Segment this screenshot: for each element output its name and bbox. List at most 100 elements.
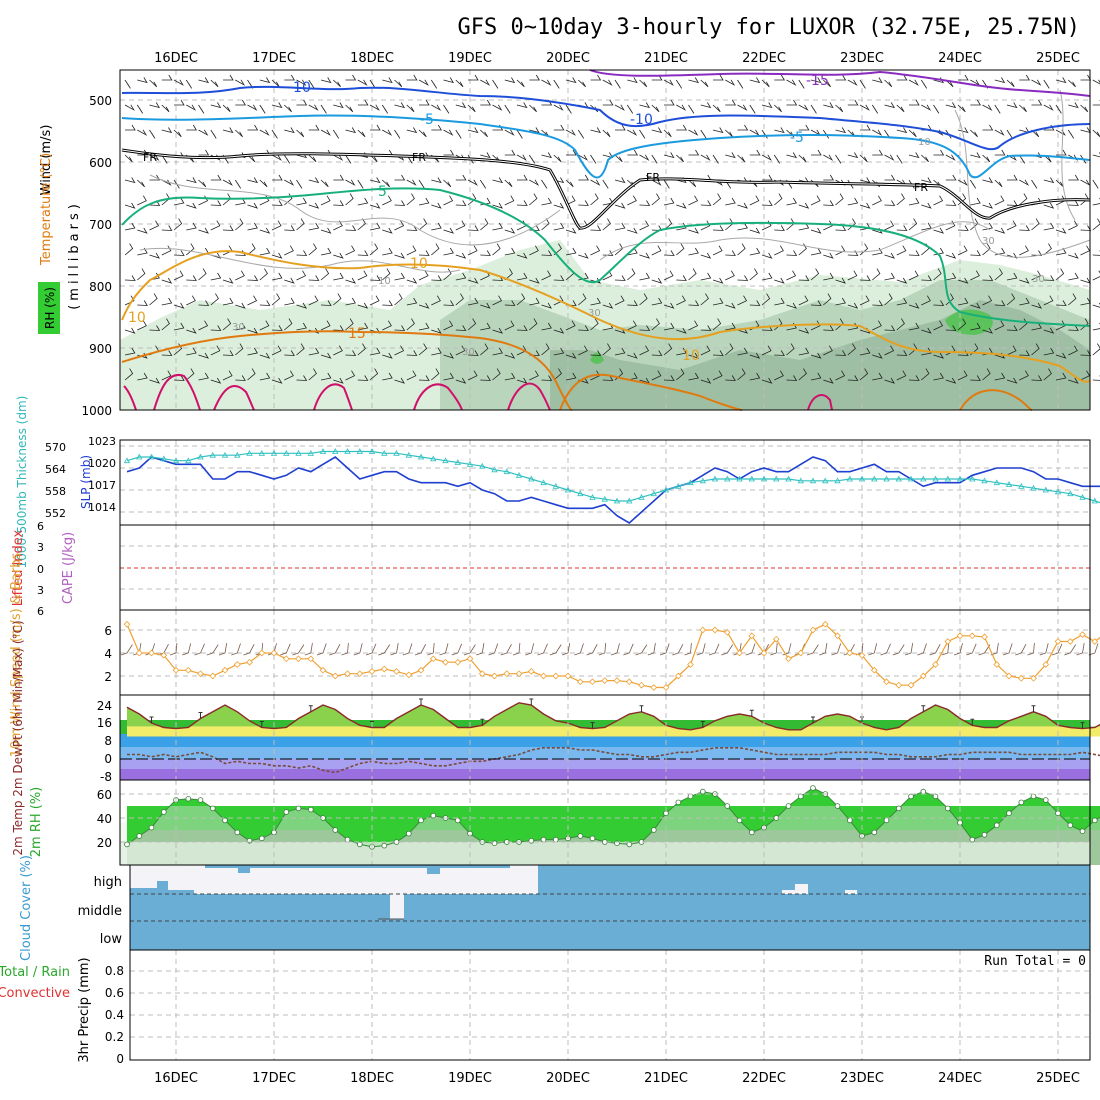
wind-speed-point [380,665,388,673]
temperature-plot [126,698,1100,774]
rh-point [161,809,167,815]
wind-barb [627,77,638,84]
wind-barb [798,202,810,209]
wind-barb [492,295,503,306]
upper-contour-labels: -15 -10 -10 -5 -5 FR FR FR FR 5 10 10 10… [128,73,1045,364]
wind-ticks: 6 4 2 [104,624,112,684]
wind-barb [749,372,761,381]
thickness-point [356,448,363,454]
wind-barb [737,275,749,281]
wind-barb [700,79,709,88]
rh-point [650,827,657,833]
wind-barb [725,322,736,331]
wind-barb [774,225,785,231]
wind-barb [259,352,271,359]
wind-barb [296,375,308,381]
wind-barb [676,104,687,111]
wind-barb [1019,350,1030,356]
wind-speed-point [932,661,939,668]
wind-barb [970,270,980,281]
wind-barb [957,297,969,306]
wind-barb [480,152,491,159]
wind-barb [1068,154,1079,161]
rh-point [528,837,535,844]
wind-barb [1019,179,1030,186]
wind-barb [712,297,724,306]
wind-barb [1080,179,1091,186]
rh-contour [1059,89,1076,221]
thickness-point [981,477,988,484]
wind-barb [1006,102,1018,109]
wind-barb [284,350,295,356]
wind-barb [529,277,540,284]
wind-barb [284,297,295,306]
wind-barb [676,124,688,131]
wind-barb [529,74,541,81]
wind-barb [663,250,675,256]
wind-barb [994,195,1005,206]
wind-barb [627,129,638,136]
slp-thickness-plot [123,448,1100,524]
wind-speed-point [282,655,290,663]
thickness-point [613,497,621,504]
rh-point [932,793,939,800]
wind-barb [639,345,650,356]
wind-barb [332,129,340,139]
wind-barb [553,222,565,231]
wind-barb [700,154,711,161]
wind-barb [308,124,320,131]
wind-barb [884,79,893,88]
wind-speed-point [760,649,768,657]
wind-barb [1043,295,1054,306]
surface-barb [806,644,819,656]
wind-barb [467,318,477,331]
wind-barb [700,272,712,281]
surface-barb [966,643,977,656]
wind-barb [480,302,491,309]
wind-barb [1068,252,1079,259]
wind-barb [198,300,210,306]
rh-fill-low-band [120,842,1090,865]
wind-barb [810,320,821,331]
wind-barb [578,293,587,306]
rh-point [724,803,731,809]
thickness-point [711,475,719,482]
wind-barb [933,227,944,234]
wind-barb [713,74,724,81]
wind-barb [908,375,920,381]
wind-barb [970,250,981,256]
surface-barb [745,643,756,656]
wind-barb [835,225,847,231]
wind-speed-point [589,678,596,686]
wind-barb [553,275,565,281]
wind-barb [480,129,488,138]
wind-barb [933,104,940,114]
wind-barb [430,79,438,89]
wind-barb [467,179,478,186]
rh-point [748,829,755,836]
wind-barb [994,372,1006,381]
wind-barb [590,318,599,331]
rh-point [846,817,853,824]
wind-barb [970,99,982,106]
top-date-label: 18DEC [350,51,394,66]
temp-fill [127,702,1100,730]
wind-barb [259,179,268,188]
wind-barb [676,347,687,356]
contour-label-temp-10: 10 [410,256,428,272]
contour-temp-15-b [559,373,743,411]
wind-barb [1055,300,1067,306]
rh-ticks: 60 40 20 [97,788,112,850]
wind-barb [1092,302,1100,308]
surface-barb [280,643,291,656]
top-date-label: 22DEC [742,51,786,66]
wind-barb [210,174,222,181]
wind-barb [1031,375,1043,381]
wind-barb [222,127,234,134]
wind-barb [835,104,844,113]
thickness-point [319,448,327,454]
wind-barb [994,129,1005,136]
wind-barb [1043,243,1052,256]
surface-barb [525,643,535,656]
precip-tick: 0.8 [105,964,124,978]
